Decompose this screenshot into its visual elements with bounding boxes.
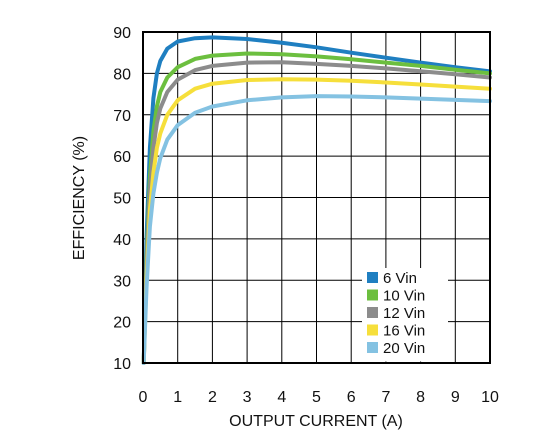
x-tick-label: 1	[173, 389, 182, 406]
x-tick-label: 7	[381, 389, 390, 406]
legend-label: 12 Vin	[383, 305, 425, 322]
y-tick-label: 90	[113, 25, 131, 42]
legend-swatch	[367, 324, 378, 336]
x-tick-label: 10	[481, 389, 499, 406]
x-tick-label: 2	[208, 389, 217, 406]
series-line	[141, 94, 492, 365]
x-tick-label: 8	[416, 389, 425, 406]
plot-frame	[142, 31, 491, 364]
legend-swatch	[367, 307, 378, 318]
x-tick-label: 9	[451, 389, 460, 406]
legend-label: 6 Vin	[383, 270, 417, 287]
legend-label: 10 Vin	[383, 288, 425, 305]
series-line	[141, 60, 492, 365]
y-tick-label: 20	[113, 315, 131, 332]
y-tick-label: 60	[113, 149, 131, 166]
y-tick-label: 30	[113, 273, 131, 290]
legend-swatch	[367, 289, 378, 301]
series-line	[141, 77, 492, 365]
x-tick-label: 4	[277, 389, 286, 406]
x-tick-label: 3	[243, 389, 252, 406]
y-tick-label: 80	[113, 66, 131, 83]
y-tick-label: 40	[113, 232, 131, 249]
x-tick-label: 6	[347, 389, 356, 406]
x-tick-label: 5	[312, 389, 321, 406]
legend-swatch	[367, 272, 378, 283]
y-tick-label: 10	[113, 356, 131, 373]
y-tick-label: 70	[113, 108, 131, 125]
y-tick-label: 50	[113, 191, 131, 208]
x-tick-labels: 0 1 2 3 4 5 6 7 8 9 10	[139, 389, 499, 406]
series-lines	[141, 35, 492, 365]
legend-label: 16 Vin	[383, 323, 425, 340]
y-tick-labels: 10 20 30 40 50 60 70 80 90	[113, 25, 131, 373]
x-axis-title: OUTPUT CURRENT (A)	[229, 413, 403, 430]
legend-swatch	[367, 342, 378, 353]
y-axis-title: EFFICIENCY (%)	[71, 136, 88, 260]
series-line	[141, 35, 492, 365]
legend-label: 20 Vin	[383, 340, 425, 357]
x-tick-label: 0	[139, 389, 148, 406]
